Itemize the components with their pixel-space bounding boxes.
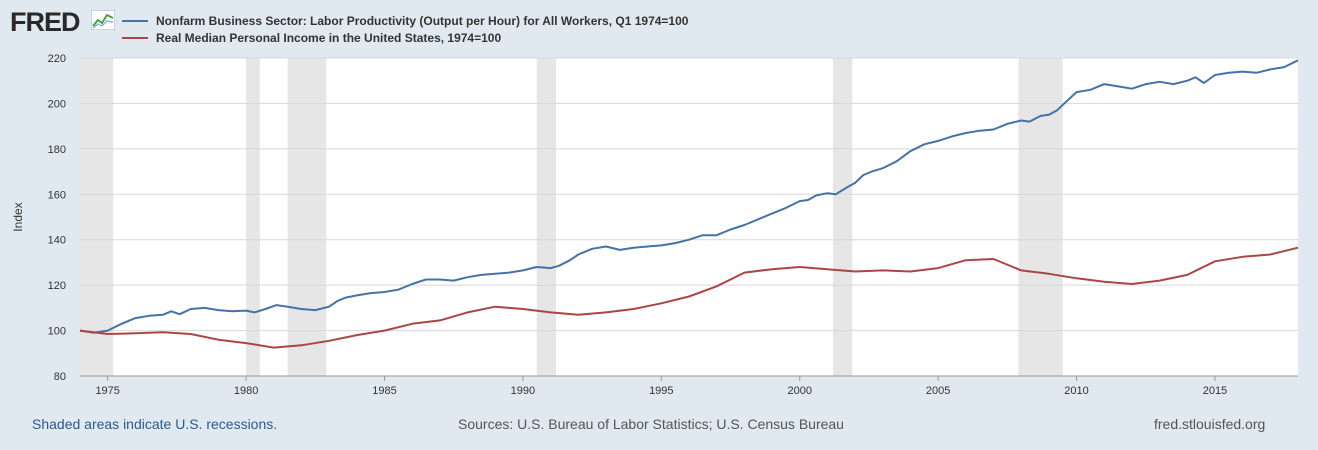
- y-tick-label-140: 140: [48, 235, 66, 247]
- legend-item-productivity[interactable]: Nonfarm Business Sector: Labor Productiv…: [122, 12, 688, 29]
- y-tick-label-180: 180: [48, 144, 66, 156]
- y-tick-label-100: 100: [48, 326, 66, 338]
- x-axis: 1975 1980 1985 1990 1995 2000 2005 2010 2015: [80, 375, 1298, 397]
- x-tick-label-2000: 2000: [787, 385, 811, 397]
- site-link[interactable]: fred.stlouisfed.org: [1154, 416, 1266, 432]
- recession-band-5: [1018, 58, 1063, 376]
- y-tick-label-220: 220: [48, 53, 66, 65]
- x-tick-label-1985: 1985: [372, 385, 396, 397]
- x-tick-label-2015: 2015: [1203, 385, 1227, 397]
- fred-logo[interactable]: FRED: [10, 7, 80, 37]
- recession-band-2: [287, 58, 327, 376]
- recession-shading: [80, 58, 1063, 376]
- recession-band-0: [80, 58, 114, 376]
- legend-label-productivity: Nonfarm Business Sector: Labor Productiv…: [156, 13, 689, 28]
- x-tick-label-1990: 1990: [511, 385, 535, 397]
- y-tick-label-80: 80: [54, 371, 66, 383]
- legend-swatch-productivity: [122, 19, 148, 22]
- recession-band-1: [246, 58, 260, 376]
- recession-band-4: [832, 58, 853, 376]
- chart-legend: Nonfarm Business Sector: Labor Productiv…: [122, 12, 688, 46]
- y-tick-label-200: 200: [48, 98, 66, 110]
- y-axis: 80 100 120 140 160 180 200 220: [48, 53, 66, 383]
- x-tick-label-1995: 1995: [649, 385, 673, 397]
- series-lines: [79, 59, 1299, 349]
- legend-item-income[interactable]: Real Median Personal Income in the Unite…: [122, 29, 688, 46]
- x-tick-label-2010: 2010: [1064, 385, 1088, 397]
- legend-swatch-income: [122, 36, 148, 39]
- y-tick-label-160: 160: [48, 189, 66, 201]
- series-line-0[interactable]: [79, 59, 1299, 334]
- recession-band-3: [536, 58, 557, 376]
- series-line-1[interactable]: [79, 246, 1299, 349]
- y-tick-label-120: 120: [48, 280, 66, 292]
- sources-text: Sources: U.S. Bureau of Labor Statistics…: [458, 416, 844, 432]
- y-axis-label: Index: [11, 202, 25, 231]
- x-tick-label-1980: 1980: [234, 385, 258, 397]
- plot-area: [80, 58, 1298, 376]
- x-tick-label-2005: 2005: [926, 385, 950, 397]
- legend-label-income: Real Median Personal Income in the Unite…: [156, 30, 502, 45]
- x-tick-label-1975: 1975: [95, 385, 119, 397]
- recession-note: Shaded areas indicate U.S. recessions.: [32, 416, 278, 432]
- line-chart-icon: [91, 10, 115, 30]
